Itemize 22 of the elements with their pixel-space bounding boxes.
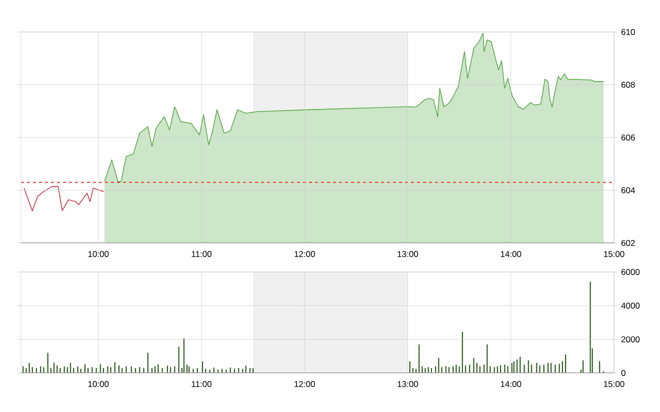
x-tick-label: 14:00 xyxy=(500,251,522,258)
x-tick-label: 12:00 xyxy=(294,251,315,258)
x-tick-label: 10:00 xyxy=(88,381,109,388)
x-tick-label: 13:00 xyxy=(398,381,418,388)
line-series xyxy=(24,186,104,212)
y-tick-label: 608 xyxy=(621,82,635,88)
x-tick-label: 12:00 xyxy=(294,381,315,388)
x-tick-label: 10:00 xyxy=(88,251,109,258)
y-tick-label: 604 xyxy=(621,187,635,194)
y-tick-label: 606 xyxy=(621,134,635,140)
x-tick-label: 13:00 xyxy=(398,251,418,258)
y-tick-label: 2000 xyxy=(621,336,640,342)
x-tick-label: 11:00 xyxy=(192,381,212,388)
y-tick-label: 0 xyxy=(621,370,626,376)
x-tick-label: 11:00 xyxy=(192,251,212,258)
y-tick-label: 4000 xyxy=(621,302,640,309)
x-tick-label: 15:00 xyxy=(604,251,624,258)
y-tick-label: 610 xyxy=(621,28,635,35)
x-tick-label: 15:00 xyxy=(604,381,624,388)
y-tick-label: 602 xyxy=(621,240,635,246)
x-tick-label: 14:00 xyxy=(500,381,522,388)
y-tick-label: 6000 xyxy=(621,268,640,275)
